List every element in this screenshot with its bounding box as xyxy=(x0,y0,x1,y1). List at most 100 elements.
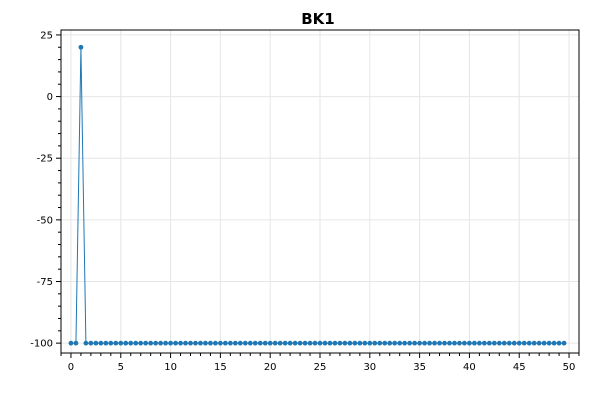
data-point xyxy=(312,340,318,346)
data-point xyxy=(277,340,283,346)
data-point xyxy=(73,340,79,346)
data-point xyxy=(536,340,542,346)
data-point xyxy=(98,340,104,346)
x-tick-label: 30 xyxy=(363,362,376,373)
data-point xyxy=(397,340,403,346)
data-point xyxy=(247,340,253,346)
data-point xyxy=(342,340,348,346)
data-point xyxy=(88,340,94,346)
data-point xyxy=(357,340,363,346)
data-point xyxy=(382,340,388,346)
data-point xyxy=(491,340,497,346)
series-layer xyxy=(68,44,567,346)
data-point xyxy=(352,340,358,346)
data-point xyxy=(377,340,383,346)
data-point xyxy=(252,340,258,346)
data-point xyxy=(173,340,178,346)
data-point xyxy=(402,340,408,346)
data-point xyxy=(143,340,149,346)
data-point xyxy=(113,340,119,346)
data-point xyxy=(462,340,467,346)
data-point xyxy=(561,340,567,346)
data-point xyxy=(188,340,193,346)
data-point xyxy=(467,340,472,346)
data-point xyxy=(203,340,208,346)
data-point xyxy=(208,340,213,346)
data-point xyxy=(472,340,477,346)
data-point xyxy=(427,340,432,346)
data-point xyxy=(546,340,552,346)
data-point xyxy=(78,44,84,50)
data-point xyxy=(506,340,512,346)
x-tick-label: 45 xyxy=(513,362,526,373)
data-point xyxy=(362,340,368,346)
y-tick-label: 0 xyxy=(47,92,53,103)
data-point xyxy=(242,340,248,346)
data-point xyxy=(367,340,373,346)
data-point xyxy=(551,340,557,346)
x-tick-label: 5 xyxy=(118,362,124,373)
data-point xyxy=(302,340,308,346)
data-point xyxy=(222,340,228,346)
x-tick-label: 25 xyxy=(314,362,327,373)
data-point xyxy=(103,340,109,346)
data-point xyxy=(168,340,173,346)
y-tick-label: -50 xyxy=(37,215,53,226)
x-tick-label: 35 xyxy=(413,362,426,373)
data-point xyxy=(178,340,183,346)
data-point xyxy=(158,340,164,346)
data-point xyxy=(332,340,338,346)
chart-title: BK1 xyxy=(301,10,335,28)
y-tick-label: -75 xyxy=(37,277,53,288)
grid xyxy=(61,30,579,353)
data-point xyxy=(481,340,487,346)
data-point xyxy=(68,340,74,346)
x-tick-label: 40 xyxy=(463,362,476,373)
data-point xyxy=(118,340,124,346)
data-point xyxy=(138,340,144,346)
data-point xyxy=(153,340,159,346)
data-point xyxy=(123,340,129,346)
data-point xyxy=(213,340,218,346)
data-point xyxy=(447,340,452,346)
data-point xyxy=(432,340,437,346)
data-point xyxy=(217,340,223,346)
data-point xyxy=(417,340,423,346)
data-point xyxy=(198,340,203,346)
data-point xyxy=(227,340,233,346)
data-point xyxy=(457,340,462,346)
data-point xyxy=(232,340,238,346)
data-point xyxy=(148,340,154,346)
data-point xyxy=(437,340,442,346)
data-point xyxy=(531,340,537,346)
data-point xyxy=(496,340,502,346)
data-point xyxy=(521,340,527,346)
data-point xyxy=(272,340,278,346)
data-point xyxy=(347,340,353,346)
y-tick-label: 25 xyxy=(40,30,53,41)
data-point xyxy=(442,340,447,346)
x-tick-label: 15 xyxy=(214,362,227,373)
data-point xyxy=(541,340,547,346)
data-point xyxy=(163,340,168,346)
data-point xyxy=(407,340,413,346)
data-point xyxy=(257,340,263,346)
data-point xyxy=(452,340,457,346)
axes: 0 5 10 15 20 25 30 35 40 45 50 -100 -75 -50 -25 0 25 xyxy=(30,30,580,373)
data-point xyxy=(337,340,343,346)
x-tick-label: 10 xyxy=(164,362,177,373)
data-point xyxy=(262,340,268,346)
data-point xyxy=(412,340,418,346)
data-point xyxy=(83,340,89,346)
data-point xyxy=(108,340,114,346)
data-point xyxy=(282,340,288,346)
data-point xyxy=(267,340,273,346)
data-point xyxy=(297,340,303,346)
data-point xyxy=(93,340,99,346)
y-tick-label: -100 xyxy=(30,339,53,350)
data-point xyxy=(372,340,378,346)
y-tick-label: -25 xyxy=(37,154,53,165)
data-point xyxy=(317,340,323,346)
